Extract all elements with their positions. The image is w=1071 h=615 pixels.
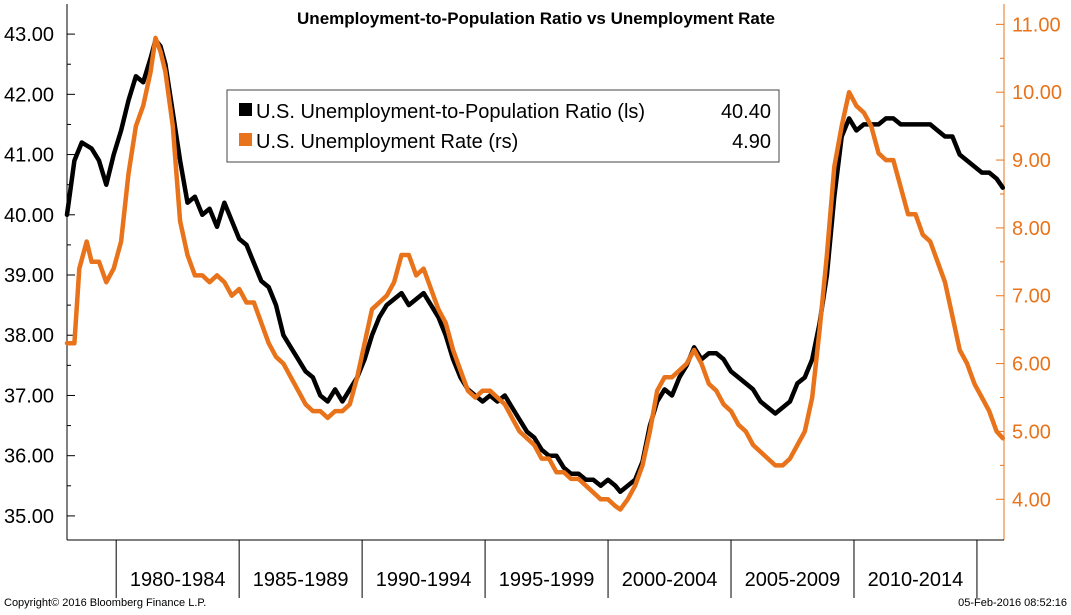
x-period-label: 1980-1984 [130,569,226,591]
x-period-label: 2010-2014 [868,569,964,591]
right-tick-label: 9.00 [1012,150,1051,172]
left-tick-label: 40.00 [4,205,54,227]
legend-value-ratio: 40.40 [721,101,771,123]
left-tick-label: 39.00 [4,265,54,287]
right-tick-label: 6.00 [1012,354,1051,376]
series-layer [64,35,1006,512]
x-period-label: 2000-2004 [622,569,718,591]
x-period-label: 2005-2009 [745,569,841,591]
legend-label-rate: U.S. Unemployment Rate (rs) [256,131,518,153]
right-tick-label: 4.00 [1012,489,1051,511]
x-period-label: 1995-1999 [499,569,595,591]
series-line-ratio [64,37,1006,495]
legend-box [226,89,780,163]
right-tick-label: 10.00 [1012,82,1062,104]
legend: U.S. Unemployment-to-Population Ratio (l… [226,89,780,163]
left-tick-label: 42.00 [4,84,54,106]
legend-value-rate: 4.90 [732,131,771,153]
left-tick-label: 43.00 [4,24,54,46]
left-tick-label: 38.00 [4,325,54,347]
chart-title: Unemployment-to-Population Ratio vs Unem… [297,9,775,28]
right-tick-label: 5.00 [1012,421,1051,443]
timestamp-text: 05-Feb-2016 08:52:16 [958,597,1067,609]
left-tick-label: 37.00 [4,385,54,407]
copyright-text: Copyright© 2016 Bloomberg Finance L.P. [4,597,206,609]
x-period-label: 1990-1994 [376,569,472,591]
axes: 35.00 36.00 37.00 38.00 39.00 40.00 41.00 42.00… [4,4,1062,598]
series-line-rate [64,35,1006,512]
right-tick-label: 7.00 [1012,286,1051,308]
legend-label-ratio: U.S. Unemployment-to-Population Ratio (l… [256,101,645,123]
legend-swatch-ratio [239,103,252,116]
left-tick-label: 41.00 [4,145,54,167]
right-tick-label: 11.00 [1012,14,1061,36]
right-tick-label: 8.00 [1012,218,1051,240]
legend-swatch-rate [239,133,252,146]
left-tick-label: 36.00 [4,446,54,468]
left-tick-label: 35.00 [4,506,54,528]
x-period-label: 1985-1989 [253,569,349,591]
